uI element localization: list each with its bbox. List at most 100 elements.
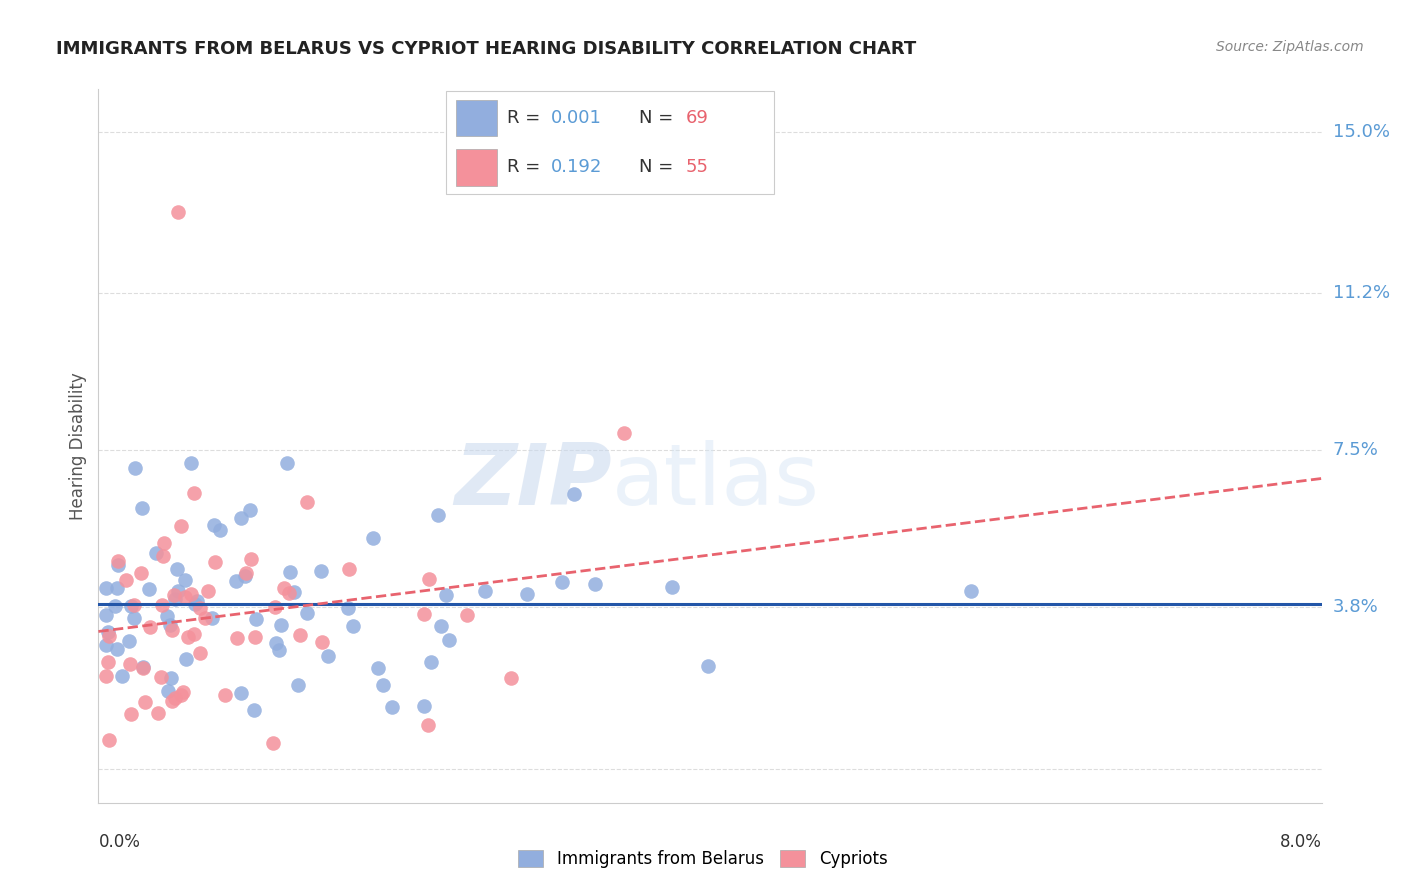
Text: N =: N = <box>638 109 679 127</box>
Point <box>105 581 128 595</box>
Point <box>131 660 153 674</box>
Point <box>132 661 155 675</box>
Point <box>316 649 339 664</box>
Point <box>427 508 450 523</box>
Point <box>160 671 183 685</box>
Point <box>204 556 226 570</box>
Point <box>288 628 311 642</box>
Point <box>188 646 211 660</box>
Point <box>239 503 262 517</box>
Point <box>150 670 173 684</box>
Point <box>94 581 117 595</box>
Point <box>145 546 167 560</box>
Point <box>180 456 202 470</box>
Point <box>278 586 301 600</box>
Point <box>167 584 190 599</box>
Text: N =: N = <box>638 159 679 177</box>
Point <box>156 609 179 624</box>
Point <box>148 706 170 721</box>
Point <box>118 657 141 671</box>
Point <box>287 678 309 692</box>
Point <box>173 573 195 587</box>
Point <box>412 698 434 713</box>
Point <box>124 598 146 612</box>
Point <box>613 426 636 441</box>
Point <box>243 630 266 644</box>
Point <box>163 690 186 705</box>
Text: IMMIGRANTS FROM BELARUS VS CYPRIOT HEARING DISABILITY CORRELATION CHART: IMMIGRANTS FROM BELARUS VS CYPRIOT HEARI… <box>56 40 917 58</box>
Point <box>413 607 436 622</box>
Point <box>163 592 186 607</box>
Point <box>264 636 287 650</box>
Point <box>418 718 440 732</box>
Point <box>94 669 117 683</box>
Point <box>264 599 287 614</box>
Point <box>98 629 121 643</box>
Point <box>245 612 267 626</box>
Point <box>120 599 142 614</box>
Point <box>311 564 333 578</box>
Point <box>124 461 146 475</box>
Point <box>661 580 683 594</box>
Point <box>107 558 129 573</box>
Point <box>97 624 120 639</box>
Point <box>960 584 983 599</box>
Point <box>183 485 205 500</box>
Point <box>194 611 217 625</box>
Point <box>583 576 606 591</box>
Point <box>225 632 247 646</box>
Point <box>551 575 574 590</box>
Point <box>107 554 129 568</box>
Point <box>94 638 117 652</box>
Point <box>170 688 193 702</box>
Point <box>456 608 478 623</box>
Text: atlas: atlas <box>612 440 820 524</box>
Point <box>97 732 120 747</box>
Point <box>118 634 141 648</box>
Point <box>243 703 266 717</box>
Point <box>278 566 301 580</box>
Point <box>420 656 443 670</box>
Point <box>371 678 394 692</box>
Point <box>166 562 188 576</box>
Point <box>474 583 496 598</box>
Point <box>160 623 183 637</box>
Point <box>361 531 384 545</box>
Point <box>97 655 120 669</box>
Point <box>696 659 718 673</box>
Point <box>225 574 247 589</box>
Point <box>111 669 134 683</box>
Text: 0.001: 0.001 <box>551 109 602 127</box>
Point <box>337 562 360 576</box>
Point <box>429 619 451 633</box>
Point <box>273 581 295 595</box>
Point <box>163 588 186 602</box>
Y-axis label: Hearing Disability: Hearing Disability <box>69 372 87 520</box>
Text: 8.0%: 8.0% <box>1279 833 1322 851</box>
Point <box>239 551 262 566</box>
Point <box>208 523 231 537</box>
Text: 15.0%: 15.0% <box>1333 123 1389 141</box>
Point <box>499 671 522 685</box>
Text: 0.0%: 0.0% <box>98 833 141 851</box>
Point <box>262 736 284 750</box>
Text: 0.192: 0.192 <box>551 159 602 177</box>
Point <box>202 518 225 533</box>
Point <box>186 594 208 608</box>
Point <box>174 652 197 666</box>
Point <box>197 583 219 598</box>
Point <box>214 688 236 702</box>
Point <box>131 500 153 515</box>
Point <box>562 487 585 501</box>
Point <box>134 695 156 709</box>
Point <box>184 598 207 612</box>
Point <box>183 627 205 641</box>
Point <box>160 694 183 708</box>
Point <box>231 511 253 525</box>
Point <box>166 205 188 219</box>
Text: R =: R = <box>508 109 546 127</box>
Point <box>177 630 200 644</box>
Point <box>190 600 212 615</box>
Point <box>200 611 222 625</box>
Text: R =: R = <box>508 159 546 177</box>
